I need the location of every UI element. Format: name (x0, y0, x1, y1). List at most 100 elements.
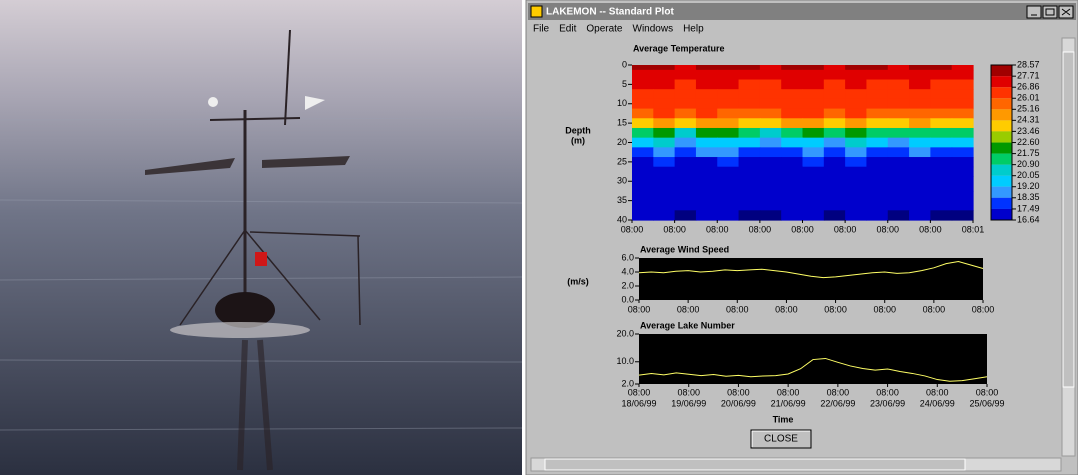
chart-title: Average Wind Speed (640, 244, 729, 254)
heat-cell (696, 118, 718, 128)
colorbar-label: 20.05 (1017, 170, 1040, 180)
heat-cell (909, 157, 931, 167)
heat-cell (824, 99, 846, 109)
heat-cell (803, 118, 825, 128)
heat-cell (760, 210, 782, 220)
heat-cell (888, 167, 910, 177)
heat-cell (803, 157, 825, 167)
heat-cell (717, 128, 739, 138)
y-tick-label: 15 (617, 118, 627, 128)
heat-cell (824, 118, 846, 128)
heat-cell (909, 191, 931, 211)
x-tick-label: 24/06/99 (920, 398, 955, 408)
heat-cell (909, 167, 931, 177)
x-tick-label: 08:00 (972, 304, 995, 314)
heat-cell (824, 167, 846, 177)
heat-cell (824, 65, 846, 70)
menu-item[interactable]: Windows (633, 24, 674, 35)
heat-cell (739, 109, 761, 119)
x-tick-label: 25/06/99 (969, 398, 1004, 408)
photo (0, 0, 522, 475)
heat-cell (845, 99, 867, 109)
heat-cell (845, 138, 867, 148)
heat-cell (653, 65, 675, 70)
heat-cell (781, 118, 803, 128)
colorbar-band (991, 131, 1012, 142)
y-tick-label: 6.0 (621, 252, 634, 262)
heat-cell (803, 70, 825, 80)
x-tick-label: 08:00 (919, 224, 942, 234)
heat-cell (888, 65, 910, 70)
heat-cell (696, 147, 718, 157)
heat-cell (696, 89, 718, 99)
heat-cell (909, 89, 931, 99)
heat-cell (739, 176, 761, 191)
colorbar-label: 22.60 (1017, 137, 1040, 147)
heat-cell (760, 89, 782, 99)
heat-cell (845, 118, 867, 128)
heat-cell (824, 157, 846, 167)
heat-cell (739, 118, 761, 128)
heat-cell (845, 89, 867, 99)
colorbar-label: 21.75 (1017, 148, 1040, 158)
page: LAKEMON -- Standard Plot FileEditOperate… (0, 0, 1078, 475)
heat-cell (717, 65, 739, 70)
colorbar-band (991, 176, 1012, 187)
menu-item[interactable]: Edit (559, 24, 576, 35)
heat-cell (909, 138, 931, 148)
colorbar-band (991, 65, 1012, 76)
heat-cell (760, 65, 782, 70)
menu-item[interactable]: Operate (586, 24, 623, 35)
heat-cell (760, 147, 782, 157)
heat-cell (845, 167, 867, 177)
y-tick-label: 0 (622, 59, 627, 69)
heat-cell (696, 109, 718, 119)
heat-cell (717, 191, 739, 211)
colorbar-band (991, 87, 1012, 98)
heat-cell (632, 167, 654, 177)
heat-cell (717, 210, 739, 220)
x-tick-label: 08:00 (621, 224, 644, 234)
y-tick-label: 20.0 (616, 328, 634, 338)
y-axis-label: (m/s) (567, 276, 589, 286)
colorbar-label: 17.49 (1017, 203, 1040, 213)
heat-cell (866, 128, 888, 138)
heat-cell (952, 210, 974, 220)
heat-cell (717, 157, 739, 167)
heat-cell (930, 167, 952, 177)
heat-cell (653, 118, 675, 128)
y-tick-label: 25 (617, 156, 627, 166)
heat-cell (717, 80, 739, 90)
window-controls[interactable] (1027, 6, 1073, 18)
heat-cell (952, 80, 974, 90)
heat-cell (632, 70, 654, 80)
x-tick-label: 08:00 (777, 387, 800, 397)
x-tick-label: 08:00 (677, 304, 700, 314)
heat-cell (824, 147, 846, 157)
colorbar-label: 26.01 (1017, 93, 1040, 103)
x-tick-label: 08:00 (677, 387, 700, 397)
heat-cell (952, 157, 974, 167)
heat-cell (696, 167, 718, 177)
heat-cell (717, 147, 739, 157)
heat-cell (803, 176, 825, 191)
x-tick-label: 08:00 (628, 304, 651, 314)
heat-cell (739, 70, 761, 80)
heat-cell (930, 109, 952, 119)
close-button[interactable]: CLOSE (751, 430, 811, 448)
heat-cell (717, 167, 739, 177)
heat-cell (888, 157, 910, 167)
menu-item[interactable]: Help (683, 24, 704, 35)
heat-cell (760, 128, 782, 138)
chart-title: Average Temperature (633, 43, 725, 53)
heat-cell (888, 210, 910, 220)
menu-item[interactable]: File (533, 24, 550, 35)
heat-cell (845, 157, 867, 167)
heat-cell (653, 80, 675, 90)
heat-cell (675, 80, 697, 90)
heat-cell (760, 109, 782, 119)
x-tick-label: 08:00 (976, 387, 999, 397)
heat-cell (909, 99, 931, 109)
heat-cell (930, 191, 952, 211)
colorbar-label: 27.71 (1017, 71, 1040, 81)
